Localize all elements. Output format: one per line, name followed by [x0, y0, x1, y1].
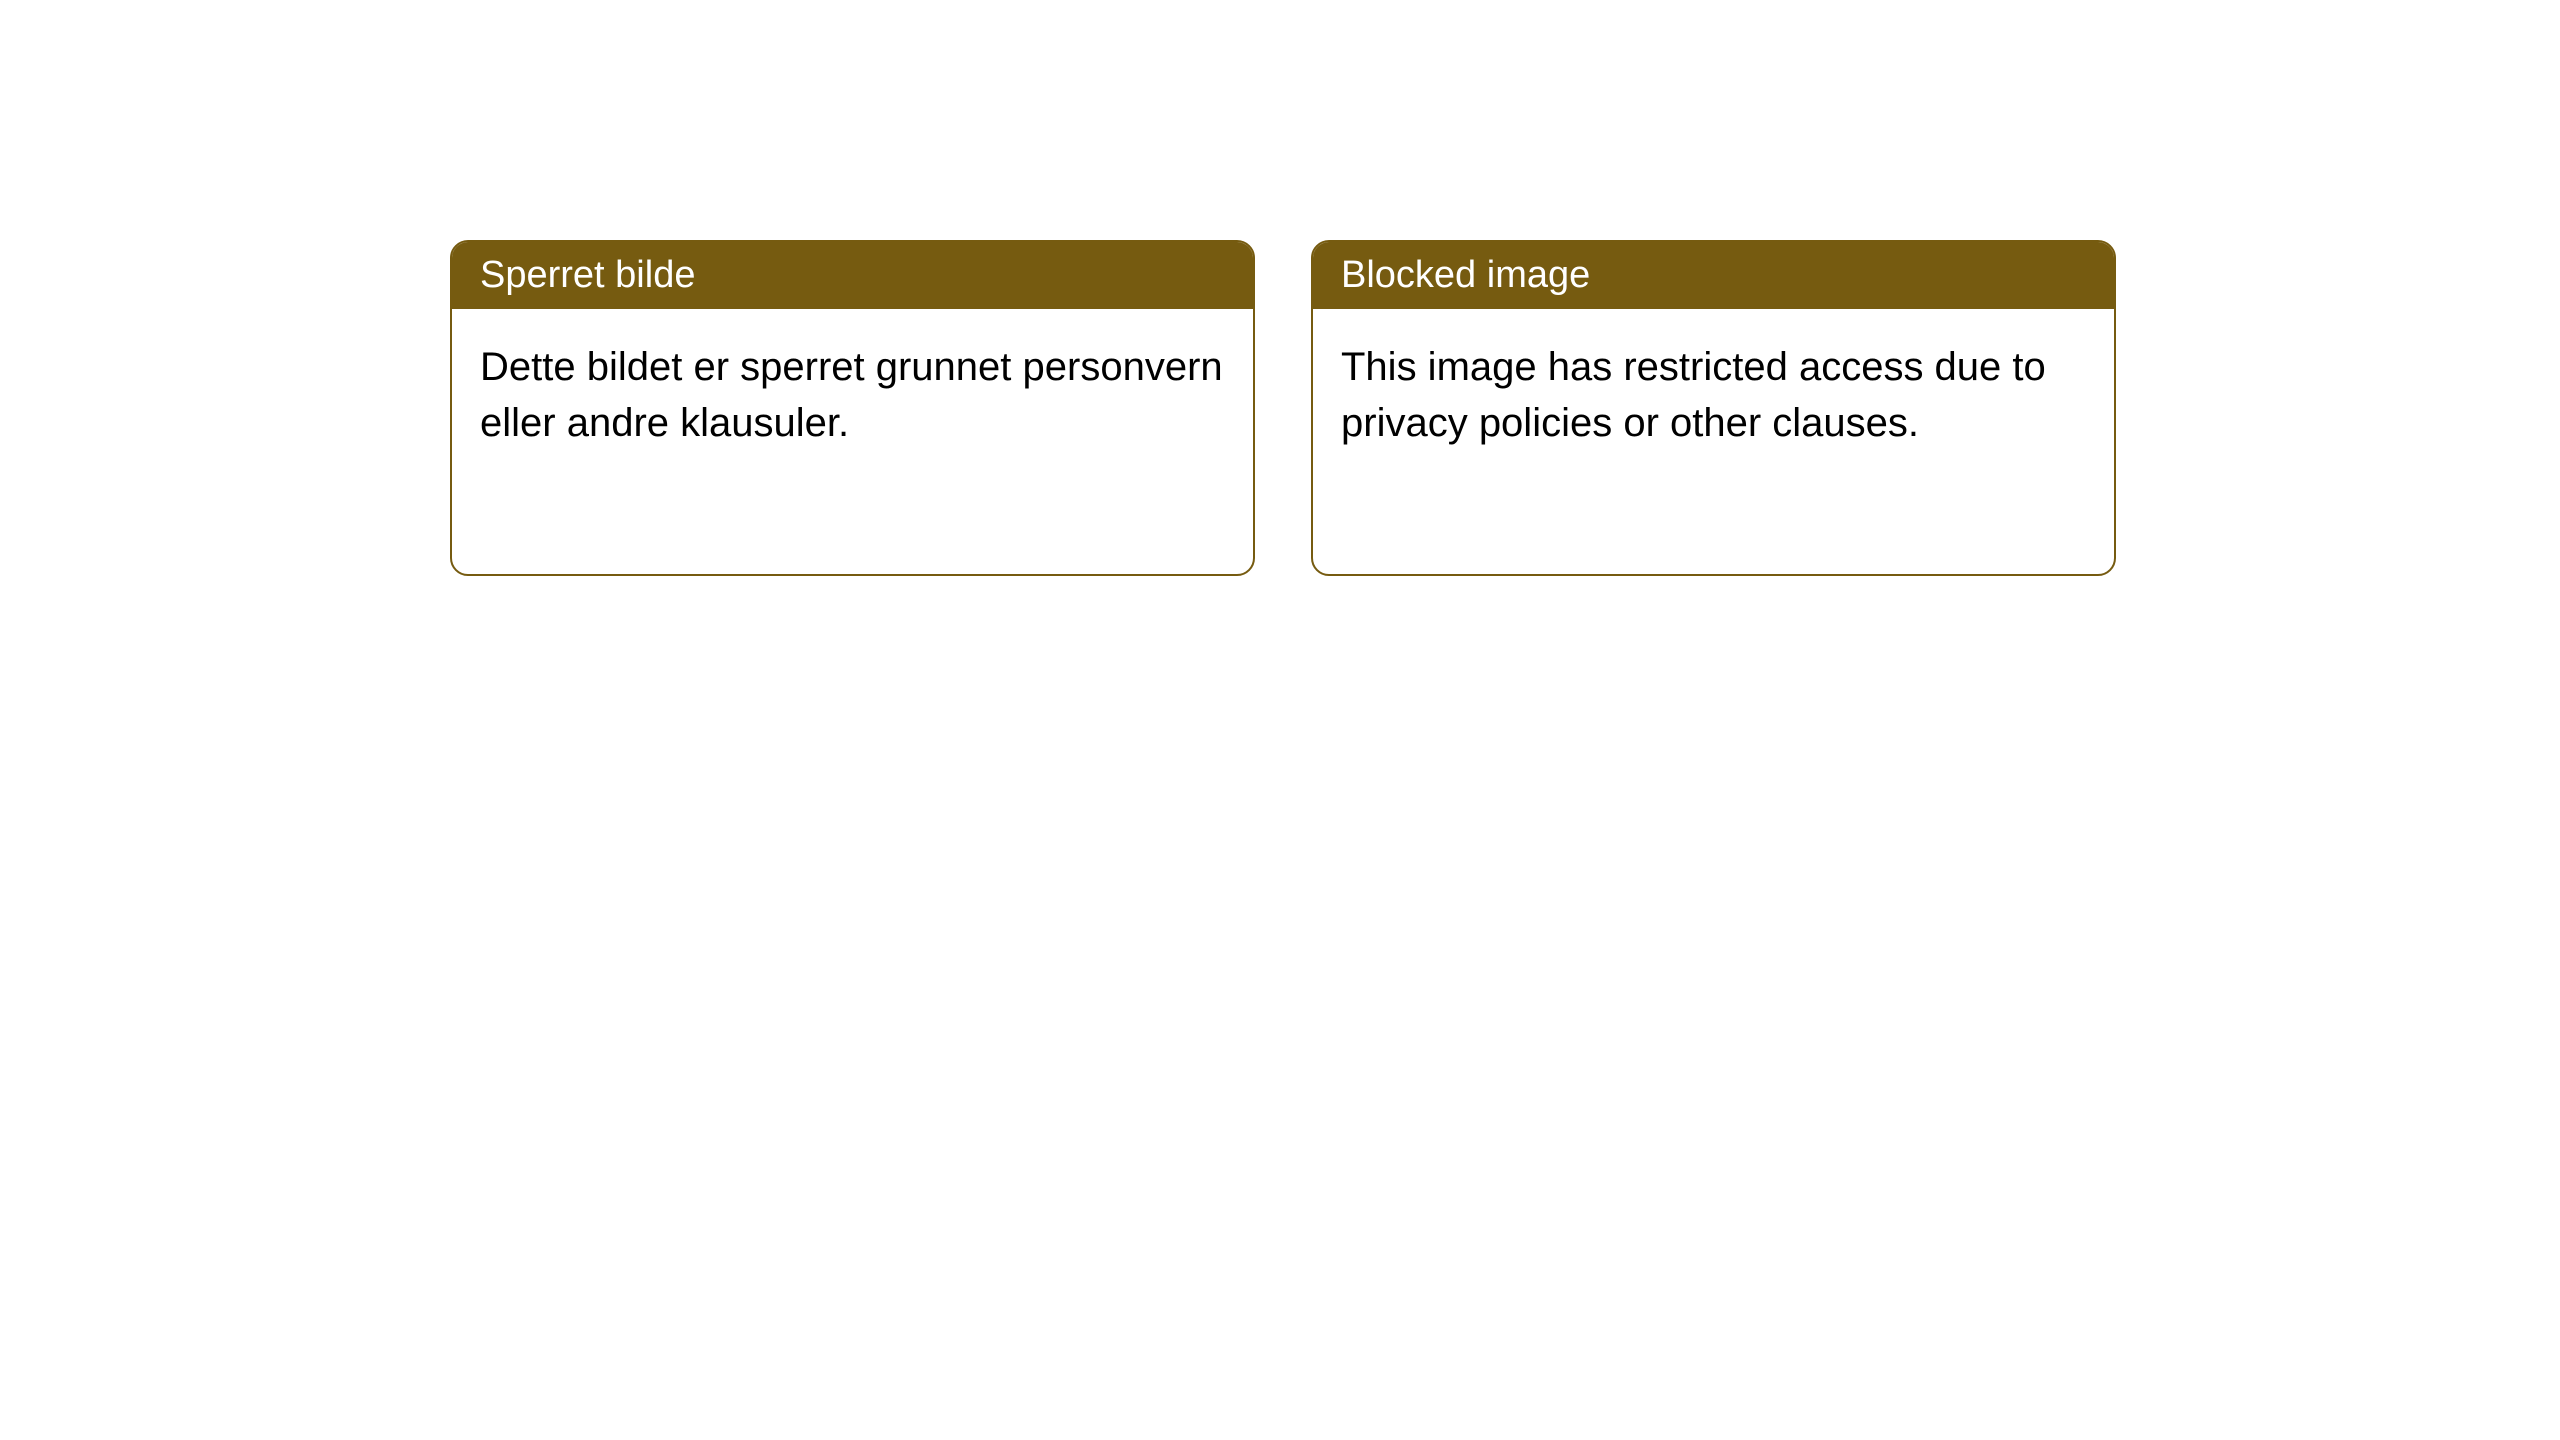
- notice-card-norwegian: Sperret bilde Dette bildet er sperret gr…: [450, 240, 1255, 576]
- notice-card-header: Sperret bilde: [452, 242, 1253, 309]
- notice-card-header: Blocked image: [1313, 242, 2114, 309]
- notice-card-title: Blocked image: [1341, 254, 1590, 296]
- notice-card-body: This image has restricted access due to …: [1313, 309, 2114, 479]
- notice-cards-container: Sperret bilde Dette bildet er sperret gr…: [450, 240, 2116, 576]
- notice-card-title: Sperret bilde: [480, 254, 695, 296]
- notice-card-text: Dette bildet er sperret grunnet personve…: [480, 345, 1223, 445]
- notice-card-english: Blocked image This image has restricted …: [1311, 240, 2116, 576]
- notice-card-text: This image has restricted access due to …: [1341, 345, 2046, 445]
- notice-card-body: Dette bildet er sperret grunnet personve…: [452, 309, 1253, 479]
